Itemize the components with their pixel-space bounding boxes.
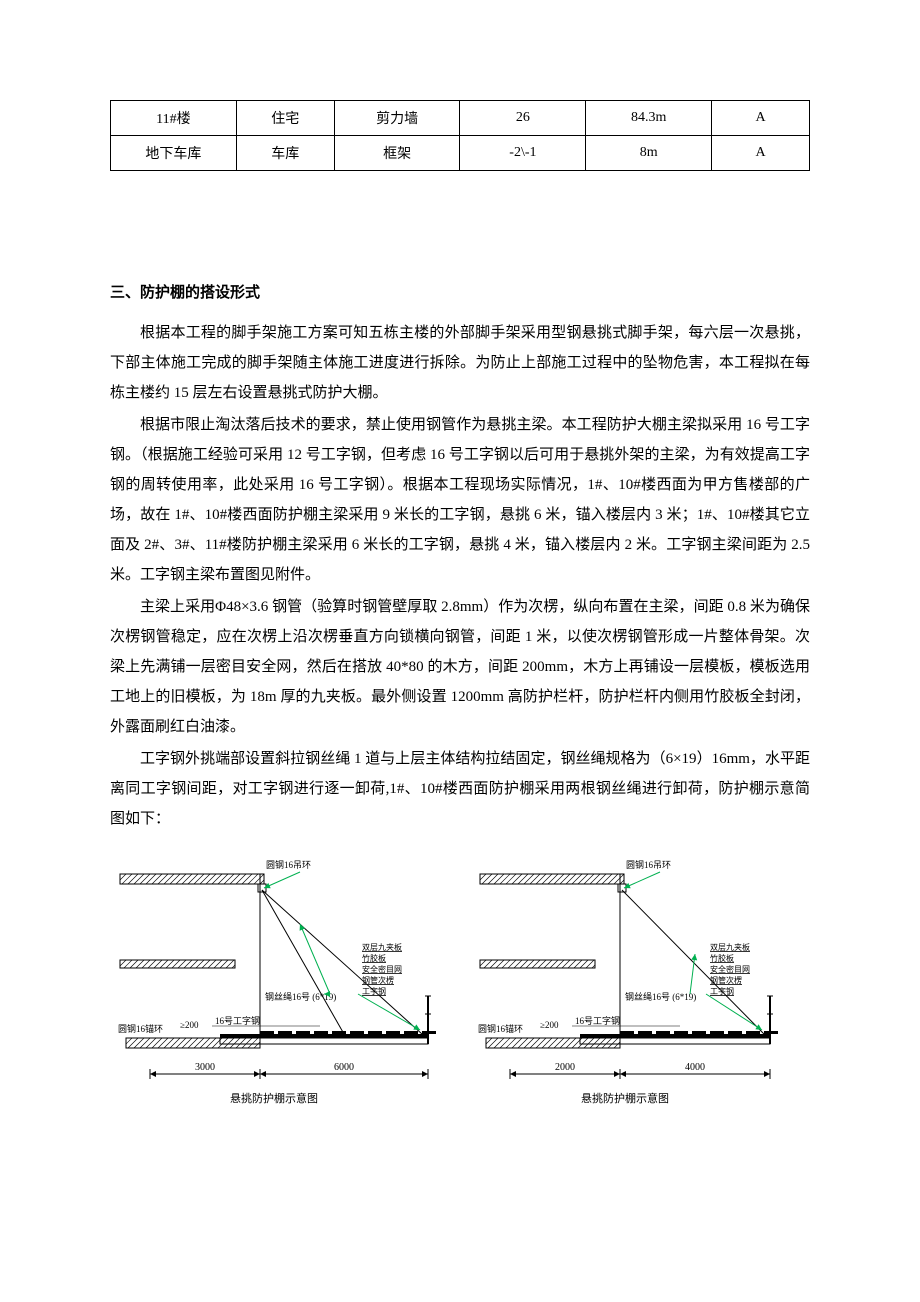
svg-text:钢管次楞: 钢管次楞 [362, 975, 394, 985]
cell: 8m [586, 136, 712, 171]
svg-text:悬挑防护棚示意图: 悬挑防护棚示意图 [581, 1091, 669, 1105]
paragraph: 根据市限止淘汰落后技术的要求，禁止使用钢管作为悬挑主梁。本工程防护大棚主梁拟采用… [110, 410, 810, 590]
cell: 26 [460, 101, 586, 136]
cell: 框架 [334, 136, 460, 171]
svg-text:钢丝绳16号 (6*19): 钢丝绳16号 (6*19) [625, 991, 696, 1002]
table-row: 地下车库 车库 框架 -2\-1 8m A [111, 136, 810, 171]
cell: 车库 [236, 136, 334, 171]
cell: 地下车库 [111, 136, 237, 171]
svg-text:≥200: ≥200 [180, 1020, 199, 1030]
svg-text:安全密目网: 安全密目网 [362, 964, 402, 974]
svg-text:16号工字钢: 16号工字钢 [575, 1015, 620, 1026]
paragraph: 主梁上采用Φ48×3.6 钢管（验算时钢管壁厚取 2.8mm）作为次楞，纵向布置… [110, 592, 810, 742]
svg-text:≥200: ≥200 [540, 1020, 559, 1030]
cell: A [712, 101, 810, 136]
cell: -2\-1 [460, 136, 586, 171]
cell: 11#楼 [111, 101, 237, 136]
svg-text:竹胶板: 竹胶板 [710, 953, 734, 963]
diagram-left: 圆钢16吊环钢丝绳16号 (6*19) 圆钢16锚环 ≥200 16号工字钢 双层九夹板… [110, 852, 450, 1112]
building-table: 11#楼 住宅 剪力墙 26 84.3m A 地下车库 车库 框架 -2\-1 … [110, 100, 810, 171]
section-title: 三、防护棚的搭设形式 [110, 281, 810, 302]
cell: 剪力墙 [334, 101, 460, 136]
svg-text:圆钢16吊环: 圆钢16吊环 [266, 859, 311, 870]
cell: 住宅 [236, 101, 334, 136]
svg-text:4000: 4000 [685, 1062, 705, 1073]
svg-text:安全密目网: 安全密目网 [710, 964, 750, 974]
diagram-right: 圆钢16吊环钢丝绳16号 (6*19) 圆钢16锚环 ≥200 16号工字钢 双层九夹板… [470, 852, 810, 1112]
svg-text:悬挑防护棚示意图: 悬挑防护棚示意图 [230, 1091, 318, 1105]
svg-text:双层九夹板: 双层九夹板 [362, 942, 402, 952]
svg-text:圆钢16锚环: 圆钢16锚环 [118, 1023, 163, 1034]
svg-text:圆钢16锚环: 圆钢16锚环 [478, 1023, 523, 1034]
svg-text:钢管次楞: 钢管次楞 [710, 975, 742, 985]
paragraph: 工字钢外挑端部设置斜拉钢丝绳 1 道与上层主体结构拉结固定，钢丝绳规格为（6×1… [110, 744, 810, 834]
table-row: 11#楼 住宅 剪力墙 26 84.3m A [111, 101, 810, 136]
paragraph: 根据本工程的脚手架施工方案可知五栋主楼的外部脚手架采用型钢悬挑式脚手架，每六层一… [110, 318, 810, 408]
diagram-row: 圆钢16吊环钢丝绳16号 (6*19) 圆钢16锚环 ≥200 16号工字钢 双层九夹板… [110, 852, 810, 1112]
svg-text:3000: 3000 [195, 1062, 215, 1073]
svg-text:工字钢: 工字钢 [362, 986, 386, 996]
svg-text:16号工字钢: 16号工字钢 [215, 1015, 260, 1026]
svg-text:2000: 2000 [555, 1062, 575, 1073]
svg-text:钢丝绳16号 (6*19): 钢丝绳16号 (6*19) [265, 991, 336, 1002]
svg-text:6000: 6000 [334, 1062, 354, 1073]
svg-text:竹胶板: 竹胶板 [362, 953, 386, 963]
svg-text:圆钢16吊环: 圆钢16吊环 [626, 859, 671, 870]
cell: A [712, 136, 810, 171]
svg-text:工字钢: 工字钢 [710, 986, 734, 996]
svg-text:双层九夹板: 双层九夹板 [710, 942, 750, 952]
cell: 84.3m [586, 101, 712, 136]
